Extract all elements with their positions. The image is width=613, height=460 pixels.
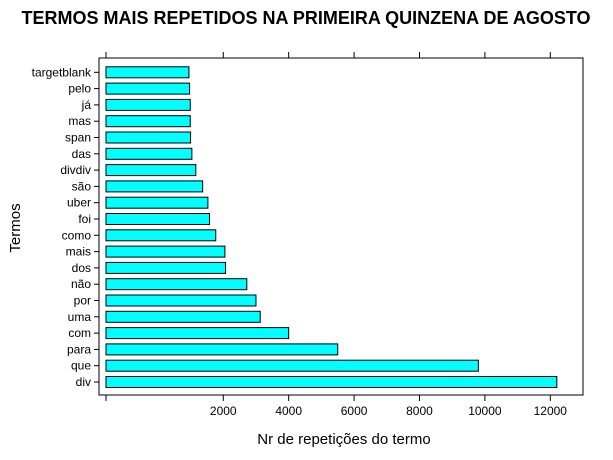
bar-span: [105, 131, 192, 144]
bar-são: [105, 180, 204, 193]
y-tick-label: uma: [68, 310, 92, 324]
y-tick-label: das: [72, 147, 91, 161]
bars: [105, 66, 558, 388]
y-tick-label: para: [67, 342, 91, 356]
y-tick-label: não: [71, 277, 91, 291]
bar-como: [105, 229, 217, 242]
y-tick-label: dos: [72, 261, 91, 275]
x-tick-label: 4000: [275, 404, 302, 418]
bar-uber: [105, 196, 209, 209]
x-tick-label: 10000: [468, 404, 502, 418]
x-tick-label: 2000: [210, 404, 237, 418]
y-axis: div que para com uma por não dos mais como foi uber…: [32, 65, 99, 389]
x-axis: 2000 4000 6000 8000 10000 12000: [105, 395, 568, 418]
y-tick-label: pelo: [68, 82, 91, 96]
y-tick-label: são: [72, 179, 92, 193]
x-tick-label: 6000: [341, 404, 368, 418]
chart-title: TERMOS MAIS REPETIDOS NA PRIMEIRA QUINZE…: [21, 8, 590, 28]
top-axis-ticks: [105, 52, 551, 58]
y-tick-label: com: [68, 326, 91, 340]
y-tick-label: div: [76, 375, 91, 389]
x-axis-label: Nr de repetições do termo: [257, 431, 430, 448]
y-tick-label: targetblank: [32, 65, 92, 79]
bar-pelo: [105, 82, 191, 95]
bar-já: [105, 98, 191, 111]
bar-foi: [105, 213, 211, 225]
plot-frame: [98, 57, 584, 396]
y-tick-label: que: [71, 359, 91, 373]
bar-mas: [105, 115, 191, 128]
bar-targetblank: [105, 66, 190, 79]
bar-das: [105, 147, 193, 160]
bar-com: [105, 327, 290, 340]
y-tick-label: como: [62, 228, 92, 242]
bar-por: [105, 294, 257, 307]
bar-mais: [105, 245, 226, 258]
y-tick-label: foi: [78, 212, 91, 226]
bar-que: [105, 359, 479, 372]
bar-uma: [105, 310, 261, 323]
bar-para: [105, 343, 339, 356]
y-tick-label: span: [65, 131, 91, 145]
bar-não: [105, 278, 248, 291]
bar-divdiv: [105, 164, 197, 177]
x-tick-label: 8000: [406, 404, 433, 418]
bar-dos: [105, 261, 227, 274]
y-tick-label: por: [74, 294, 91, 308]
y-axis-label: Termos: [7, 203, 24, 252]
bar-div: [105, 376, 558, 388]
y-tick-label: divdiv: [60, 163, 91, 177]
y-tick-label: uber: [67, 196, 91, 210]
x-tick-label: 12000: [534, 404, 568, 418]
y-tick-label: mais: [66, 245, 91, 259]
y-tick-label: já: [81, 98, 92, 112]
y-tick-label: mas: [68, 114, 91, 128]
